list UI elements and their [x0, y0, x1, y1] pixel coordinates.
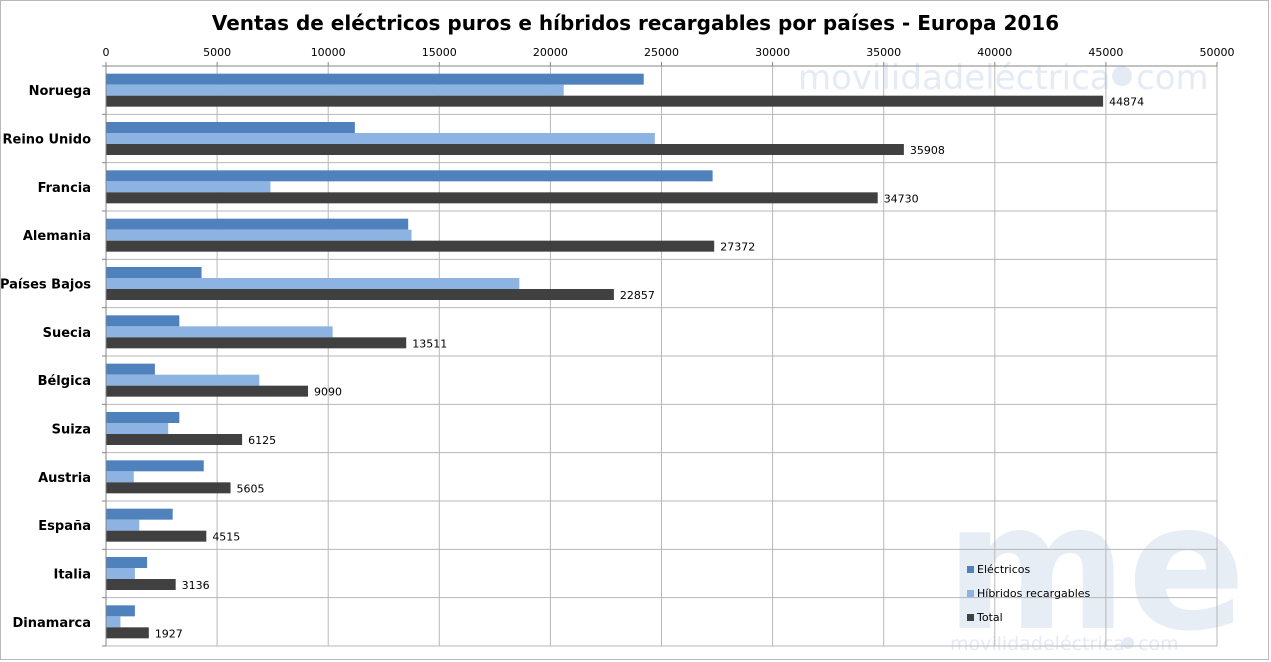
- bar-eléctricos: [106, 315, 180, 327]
- bar-híbridos-recargables: [106, 84, 564, 96]
- x-axis-ticks: 0 5000 10000 15000 20000 25000 30000 35000 40000…: [103, 46, 1235, 59]
- bar-total: [106, 289, 614, 300]
- x-tick-label: 35000: [866, 46, 901, 59]
- category-label: Suiza: [52, 423, 91, 438]
- legend: Eléctricos Híbridos recargables Total: [967, 563, 1091, 624]
- bar-total: [106, 337, 407, 349]
- bar-total: [106, 530, 207, 542]
- chart-title: Ventas de eléctricos puros e híbridos re…: [211, 11, 1060, 35]
- bar-eléctricos: [106, 122, 355, 133]
- watermark-top-text: movilidadeléctrica: [798, 58, 1111, 98]
- data-label: 27372: [720, 241, 755, 254]
- legend-label: Eléctricos: [977, 563, 1030, 576]
- bar-total: [106, 579, 176, 590]
- category-label: Países Bajos: [0, 278, 91, 293]
- category-label: Italia: [53, 568, 91, 583]
- bar-híbridos-recargables: [106, 568, 135, 579]
- bar-total: [106, 627, 149, 639]
- data-labels: 44874 35908 34730 27372 22857 13511 9090 6125 56…: [155, 96, 1144, 641]
- watermark-bottom-dot-icon: [1122, 637, 1134, 649]
- bar-eléctricos: [106, 557, 148, 568]
- watermark-top-suffix: com: [1136, 58, 1209, 98]
- data-label: 13511: [412, 337, 447, 350]
- data-label: 3136: [182, 579, 210, 592]
- category-label: España: [38, 519, 91, 534]
- bar-total: [106, 240, 715, 252]
- bar-eléctricos: [106, 73, 644, 85]
- data-label: 4515: [212, 531, 240, 544]
- x-tick-label: 15000: [422, 46, 457, 59]
- bar-híbridos-recargables: [106, 133, 655, 144]
- bar-eléctricos: [106, 508, 173, 520]
- data-label: 22857: [620, 289, 655, 302]
- data-label: 1927: [155, 627, 183, 640]
- x-tick-label: 25000: [644, 46, 679, 59]
- bar-total: [106, 95, 1104, 107]
- bar-híbridos-recargables: [106, 278, 520, 289]
- bar-eléctricos: [106, 218, 409, 230]
- legend-label: Total: [976, 611, 1003, 624]
- bar-total: [106, 434, 243, 445]
- gridlines: [102, 62, 1218, 647]
- data-label: 34730: [884, 192, 919, 205]
- bar-eléctricos: [106, 363, 155, 375]
- category-label: Reino Unido: [3, 133, 92, 148]
- bar-híbridos-recargables: [106, 326, 333, 338]
- x-tick-label: 30000: [755, 46, 790, 59]
- watermark-bottom-suffix: com: [1138, 633, 1179, 655]
- bar-híbridos-recargables: [106, 616, 121, 628]
- bar-eléctricos: [106, 605, 135, 617]
- bars: [106, 73, 1104, 639]
- x-tick-label: 45000: [1088, 46, 1123, 59]
- category-label: Bélgica: [38, 374, 91, 389]
- bar-eléctricos: [106, 412, 180, 423]
- data-label: 35908: [910, 144, 945, 157]
- category-label: Francia: [38, 181, 91, 196]
- data-label: 5605: [237, 482, 265, 495]
- category-label: Dinamarca: [13, 616, 91, 631]
- bar-híbridos-recargables: [106, 423, 169, 434]
- x-tick-label: 50000: [1200, 46, 1235, 59]
- y-axis-categories: Noruega Reino Unido Francia Alemania Países …: [0, 84, 91, 631]
- category-label: Austria: [38, 471, 91, 486]
- bar-híbridos-recargables: [106, 471, 134, 483]
- data-label: 9090: [314, 386, 342, 399]
- watermark-dot-icon: [1112, 66, 1132, 86]
- watermark-bottom-text: movilidadeléctrica: [950, 633, 1125, 655]
- bar-eléctricos: [106, 460, 204, 472]
- bar-híbridos-recargables: [106, 229, 412, 241]
- bar-total: [106, 144, 904, 155]
- x-tick-label: 20000: [533, 46, 568, 59]
- legend-swatch: [967, 590, 974, 597]
- x-tick-label: 40000: [977, 46, 1012, 59]
- x-tick-label: 0: [103, 46, 110, 59]
- category-label: Suecia: [43, 326, 91, 341]
- bar-híbridos-recargables: [106, 374, 260, 386]
- x-tick-label: 10000: [311, 46, 346, 59]
- x-tick-label: 5000: [203, 46, 231, 59]
- bar-eléctricos: [106, 267, 202, 278]
- bar-híbridos-recargables: [106, 181, 271, 193]
- bar-híbridos-recargables: [106, 519, 140, 531]
- bar-total: [106, 385, 308, 397]
- data-label: 6125: [248, 434, 276, 447]
- category-label: Alemania: [23, 229, 91, 244]
- bar-total: [106, 192, 878, 204]
- legend-swatch: [967, 566, 974, 573]
- data-label: 44874: [1109, 96, 1144, 109]
- bar-total: [106, 482, 231, 494]
- legend-label: Híbridos recargables: [977, 587, 1091, 600]
- legend-swatch: [967, 614, 974, 621]
- category-label: Noruega: [29, 84, 91, 99]
- bar-eléctricos: [106, 170, 713, 182]
- axis-lines: [105, 65, 1217, 646]
